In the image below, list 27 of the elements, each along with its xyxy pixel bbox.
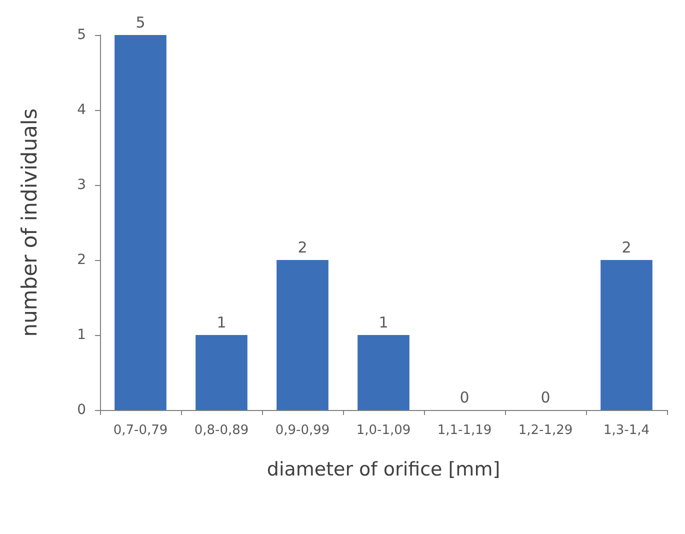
- data-label: 0: [460, 388, 470, 406]
- x-tick-label: 1,3-1,4: [603, 423, 650, 438]
- bar: [358, 335, 410, 410]
- bar: [600, 260, 652, 410]
- y-tick-label: 5: [77, 27, 86, 43]
- x-tick-label: 0,9-0,99: [275, 423, 330, 438]
- x-tick-label: 1,1-1,19: [437, 423, 492, 438]
- x-tick-label: 1,2-1,29: [518, 423, 573, 438]
- y-axis-title: number of individuals: [18, 108, 42, 337]
- x-axis-title: diameter of orifice [mm]: [266, 458, 500, 480]
- bar: [196, 335, 248, 410]
- data-label: 2: [622, 238, 632, 256]
- y-tick-label: 3: [77, 177, 86, 193]
- data-label: 0: [540, 388, 550, 406]
- y-tick-label: 4: [77, 102, 86, 118]
- bar: [114, 35, 166, 410]
- y-tick-label: 2: [77, 252, 86, 268]
- data-label: 1: [378, 314, 388, 332]
- data-label: 5: [136, 14, 146, 32]
- x-tick-label: 0,8-0,89: [194, 423, 249, 438]
- y-tick-label: 0: [77, 402, 86, 418]
- data-label: 2: [298, 238, 308, 256]
- data-label: 1: [216, 314, 226, 332]
- x-tick-label: 1,0-1,09: [356, 423, 411, 438]
- x-tick-label: 0,7-0,79: [113, 423, 168, 438]
- bar: [276, 260, 328, 410]
- y-tick-label: 1: [77, 327, 86, 343]
